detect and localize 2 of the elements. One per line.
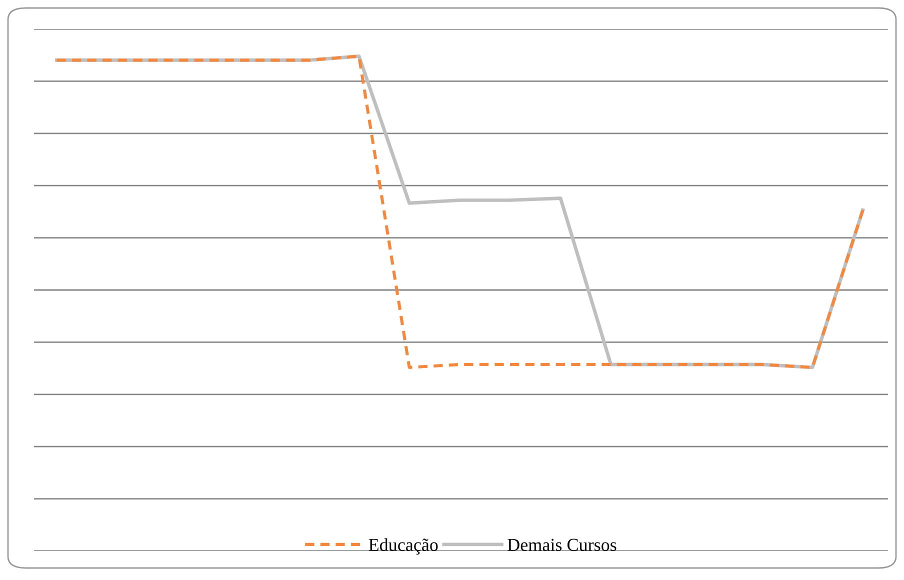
- legend-label: Educação: [368, 538, 438, 555]
- legend-label: Demais Cursos: [508, 538, 616, 551]
